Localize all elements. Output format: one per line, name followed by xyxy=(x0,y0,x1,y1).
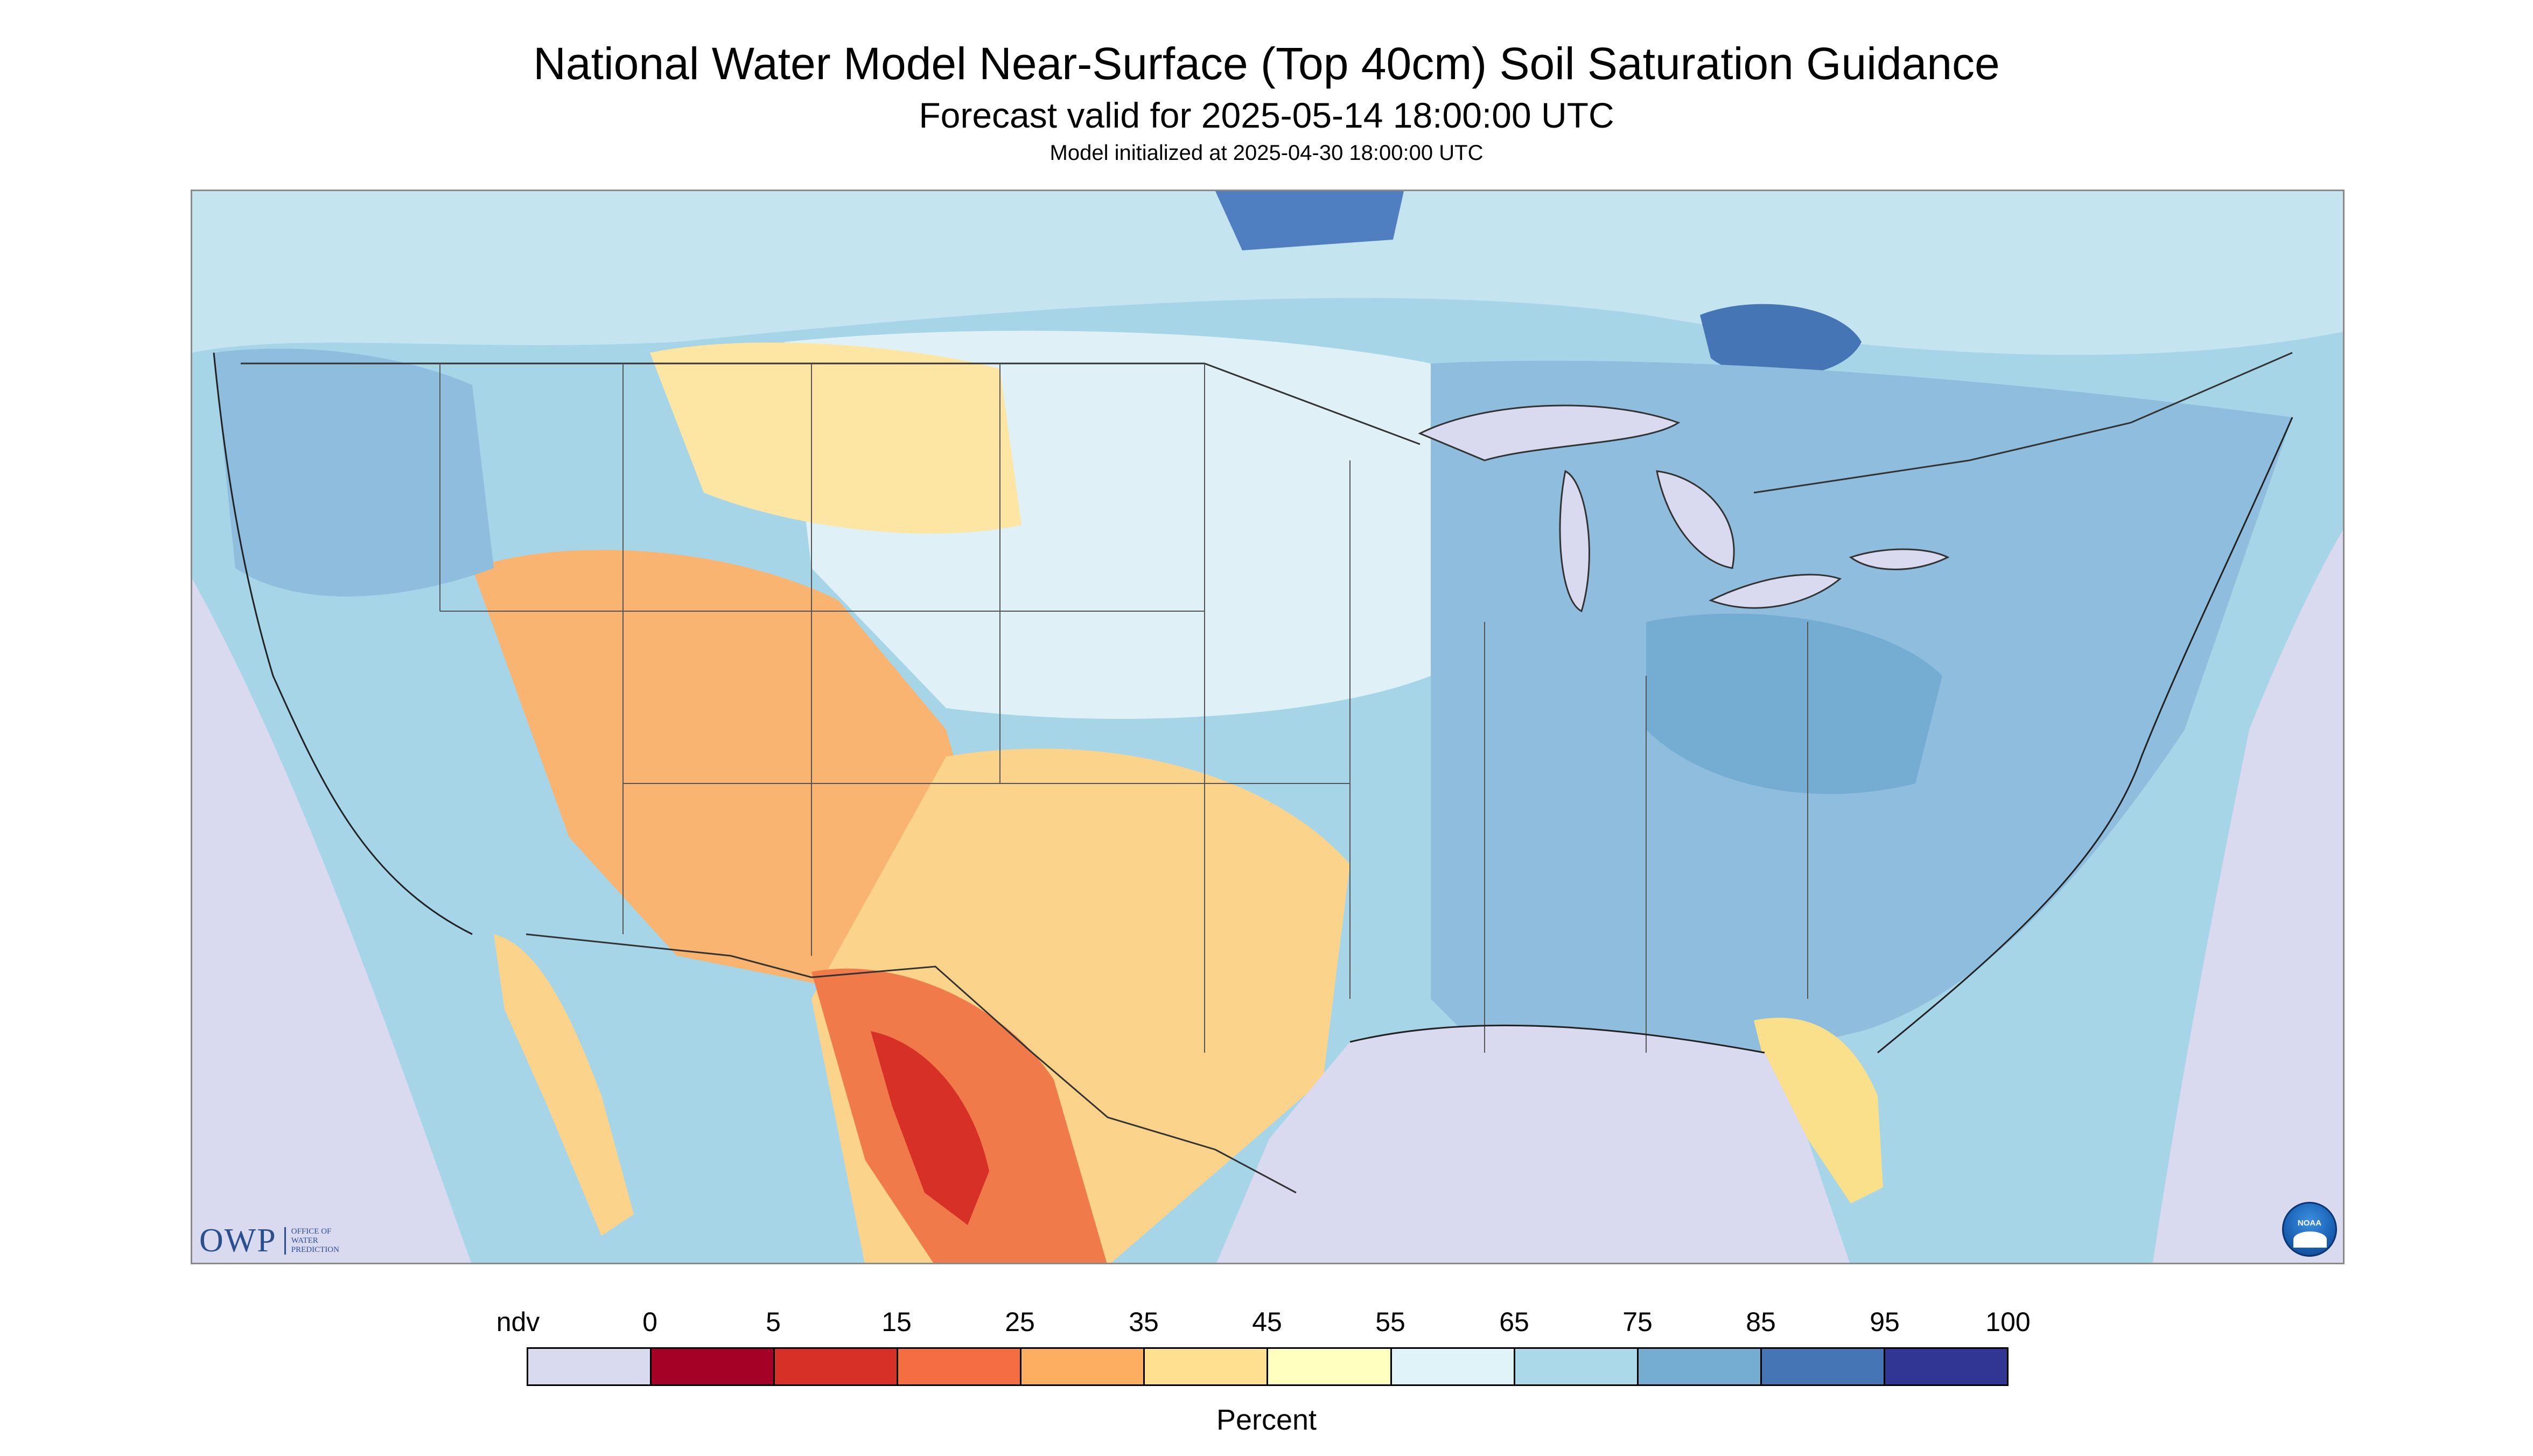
legend-tick-0: 0 xyxy=(642,1307,657,1337)
noaa-logo-text: NOAA xyxy=(2297,1219,2322,1228)
legend-tick-75: 75 xyxy=(1622,1307,1653,1337)
lake-superior xyxy=(1418,404,1681,461)
atlantic-ocean xyxy=(2152,530,2343,1263)
legend-tick-5: 5 xyxy=(766,1307,781,1337)
legend-swatch-15-25 xyxy=(897,1347,1022,1386)
atlantic-coastline xyxy=(1877,417,2293,1054)
color-legend: ndv 0 5 15 25 35 45 55 65 75 85 95 100 P… xyxy=(0,1282,2533,1443)
legend-swatch-5-15 xyxy=(773,1347,899,1386)
legend-tick-ndv: ndv xyxy=(496,1307,540,1337)
legend-swatch-ndv xyxy=(527,1347,652,1386)
pacific-coastline xyxy=(213,352,473,935)
gulf-of-mexico xyxy=(1216,1025,1850,1263)
legend-tick-65: 65 xyxy=(1499,1307,1529,1337)
lake-ontario xyxy=(1849,548,1950,570)
region-southwest xyxy=(472,550,1000,999)
legend-tick-45: 45 xyxy=(1252,1307,1282,1337)
soil-saturation-map[interactable] xyxy=(191,190,2345,1264)
legend-tick-95: 95 xyxy=(1870,1307,1900,1337)
map-title: National Water Model Near-Surface (Top 4… xyxy=(533,38,2000,89)
legend-tick-85: 85 xyxy=(1746,1307,1776,1337)
legend-swatch-95-100 xyxy=(1883,1347,2009,1386)
legend-swatch-35-45 xyxy=(1143,1347,1269,1386)
legend-swatch-75-85 xyxy=(1636,1347,1762,1386)
region-ontario-wet xyxy=(1700,304,1862,377)
model-init-time: Model initialized at 2025-04-30 18:00:00… xyxy=(1049,141,1484,165)
legend-tick-25: 25 xyxy=(1005,1307,1035,1337)
legend-swatch-55-65 xyxy=(1390,1347,1515,1386)
region-montana xyxy=(650,342,1021,534)
lake-huron xyxy=(1656,470,1735,569)
region-florida xyxy=(1754,1018,1883,1203)
legend-swatch-45-55 xyxy=(1266,1347,1392,1386)
lake-michigan xyxy=(1559,470,1590,613)
legend-tick-15: 15 xyxy=(881,1307,912,1337)
legend-tick-55: 55 xyxy=(1375,1307,1405,1337)
owp-logo-mark: OWP xyxy=(199,1222,277,1259)
legend-tick-35: 35 xyxy=(1129,1307,1159,1337)
state-lines xyxy=(439,363,1808,1053)
forecast-valid-time: Forecast valid for 2025-05-14 18:00:00 U… xyxy=(919,95,1614,135)
legend-tick-100: 100 xyxy=(1985,1307,2031,1337)
lake-erie xyxy=(1709,573,1842,609)
region-ohio-valley xyxy=(1646,613,1942,794)
legend-color-bar xyxy=(527,1347,2009,1386)
legend-swatch-0-5 xyxy=(650,1347,775,1386)
noaa-logo: NOAA xyxy=(2282,1202,2337,1257)
region-hudson xyxy=(1215,191,1404,250)
owp-logo: OWP OFFICE OF WATER PREDICTION xyxy=(199,1219,356,1262)
legend-swatch-85-95 xyxy=(1760,1347,1885,1386)
legend-unit-label: Percent xyxy=(1216,1404,1317,1436)
us-mexico-border xyxy=(526,933,1297,1194)
noaa-gull-icon xyxy=(2293,1231,2327,1248)
owp-logo-text: OFFICE OF WATER PREDICTION xyxy=(284,1227,356,1255)
region-mexico-core xyxy=(871,1031,989,1225)
region-baja xyxy=(494,934,634,1236)
legend-swatch-25-35 xyxy=(1020,1347,1145,1386)
gulf-coastline xyxy=(1349,1024,1765,1054)
legend-swatch-65-75 xyxy=(1513,1347,1639,1386)
region-pnw xyxy=(214,348,494,597)
pacific-ocean xyxy=(192,579,471,1263)
